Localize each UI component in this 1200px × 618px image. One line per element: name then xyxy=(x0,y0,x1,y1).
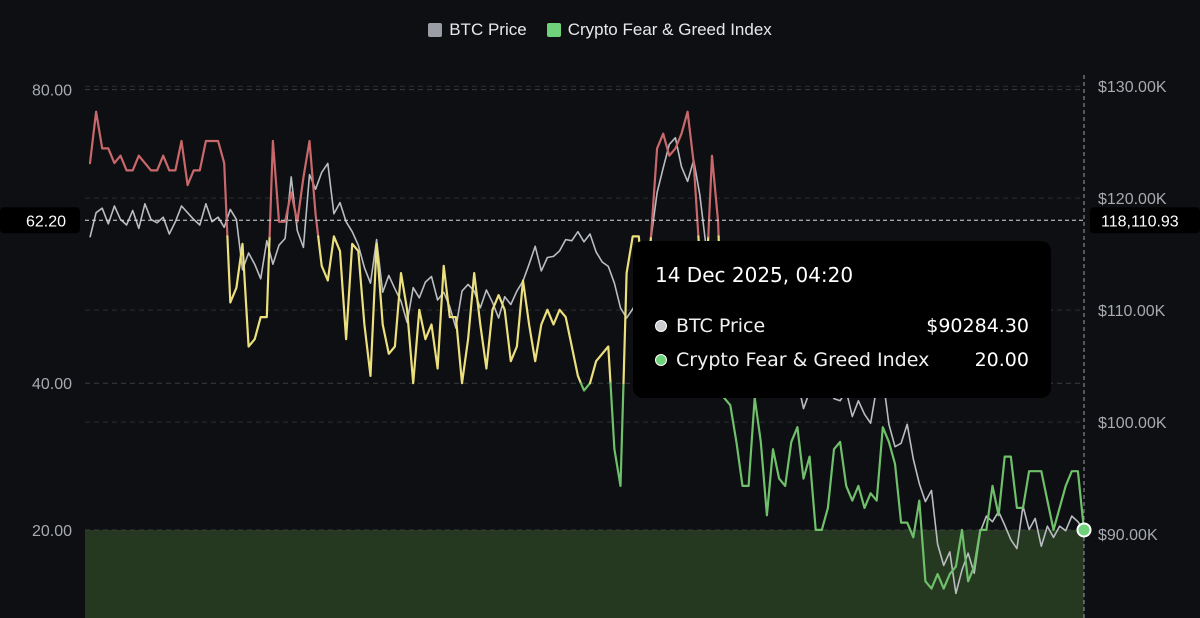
tooltip-label-btc: BTC Price xyxy=(676,315,766,337)
grid xyxy=(85,85,1084,535)
legend-swatch-btc xyxy=(428,23,443,37)
fear-greed-hover-marker xyxy=(1076,522,1092,538)
fear-greed-segment-12 xyxy=(722,382,1086,590)
tooltip-value-btc: $90284.30 xyxy=(926,315,1029,337)
fear-greed-segment-0 xyxy=(88,110,229,238)
axis-labels: 80.00 40.00 20.00 $130.00K $120.00K $110.00K $… xyxy=(0,79,1200,544)
left-tick-label: 40.00 xyxy=(32,376,72,393)
legend-item-fear-greed[interactable]: Crypto Fear & Greed Index xyxy=(546,20,772,40)
right-tick-label: $130.00K xyxy=(1098,79,1167,96)
tooltip: 14 Dec 2025, 04:20 BTC Price $90284.30 C… xyxy=(633,241,1051,398)
tooltip-value-fear-greed: 20.00 xyxy=(974,349,1029,371)
legend: BTC Price Crypto Fear & Greed Index xyxy=(0,20,1200,40)
btc-price-path xyxy=(89,136,1085,595)
crosshair-right-pill xyxy=(1090,207,1200,234)
fear-greed-segment-10 xyxy=(707,154,720,238)
fear-greed-segment-2 xyxy=(268,139,320,238)
crosshair-right-value: 118,110.93 xyxy=(1101,213,1179,230)
right-tick-label: $100.00K xyxy=(1098,415,1167,432)
left-tick-label: 20.00 xyxy=(32,523,72,540)
legend-label-btc: BTC Price xyxy=(449,20,527,39)
tooltip-dot-fear-greed xyxy=(655,354,667,366)
right-tick-label: $120.00K xyxy=(1098,191,1167,208)
btc-price-line xyxy=(89,136,1085,595)
fear-greed-segment-1 xyxy=(226,235,271,348)
fear-greed-segment-3 xyxy=(317,235,582,385)
crosshair-left-value: 62.20 xyxy=(26,213,66,230)
legend-swatch-fear-greed xyxy=(546,23,561,37)
crosshair xyxy=(85,75,1085,618)
extreme-fear-zone xyxy=(85,529,1084,618)
tooltip-row-fear-greed: Crypto Fear & Greed Index 20.00 xyxy=(655,343,1029,377)
left-tick-label: 80.00 xyxy=(32,83,72,100)
hover-markers xyxy=(1076,522,1092,538)
legend-label-fear-greed: Crypto Fear & Greed Index xyxy=(567,20,772,39)
tooltip-label-fear-greed: Crypto Fear & Greed Index xyxy=(676,349,930,371)
fear-greed-segment-5 xyxy=(588,345,612,385)
extreme-fear-fill xyxy=(85,529,1084,618)
right-tick-label: $110.00K xyxy=(1098,303,1166,320)
tooltip-dot-btc xyxy=(655,320,667,332)
fear-greed-segment-6 xyxy=(609,382,625,487)
tooltip-title: 14 Dec 2025, 04:20 xyxy=(655,263,854,287)
fear-greed-line xyxy=(88,110,1086,590)
fear-greed-segment-4 xyxy=(579,382,592,392)
right-tick-label: $90.00K xyxy=(1098,527,1158,544)
legend-item-btc-price[interactable]: BTC Price xyxy=(428,20,527,40)
fear-greed-segment-8 xyxy=(649,110,700,238)
crosshair-left-pill xyxy=(0,207,80,234)
tooltip-row-btc: BTC Price $90284.30 xyxy=(655,309,1029,343)
